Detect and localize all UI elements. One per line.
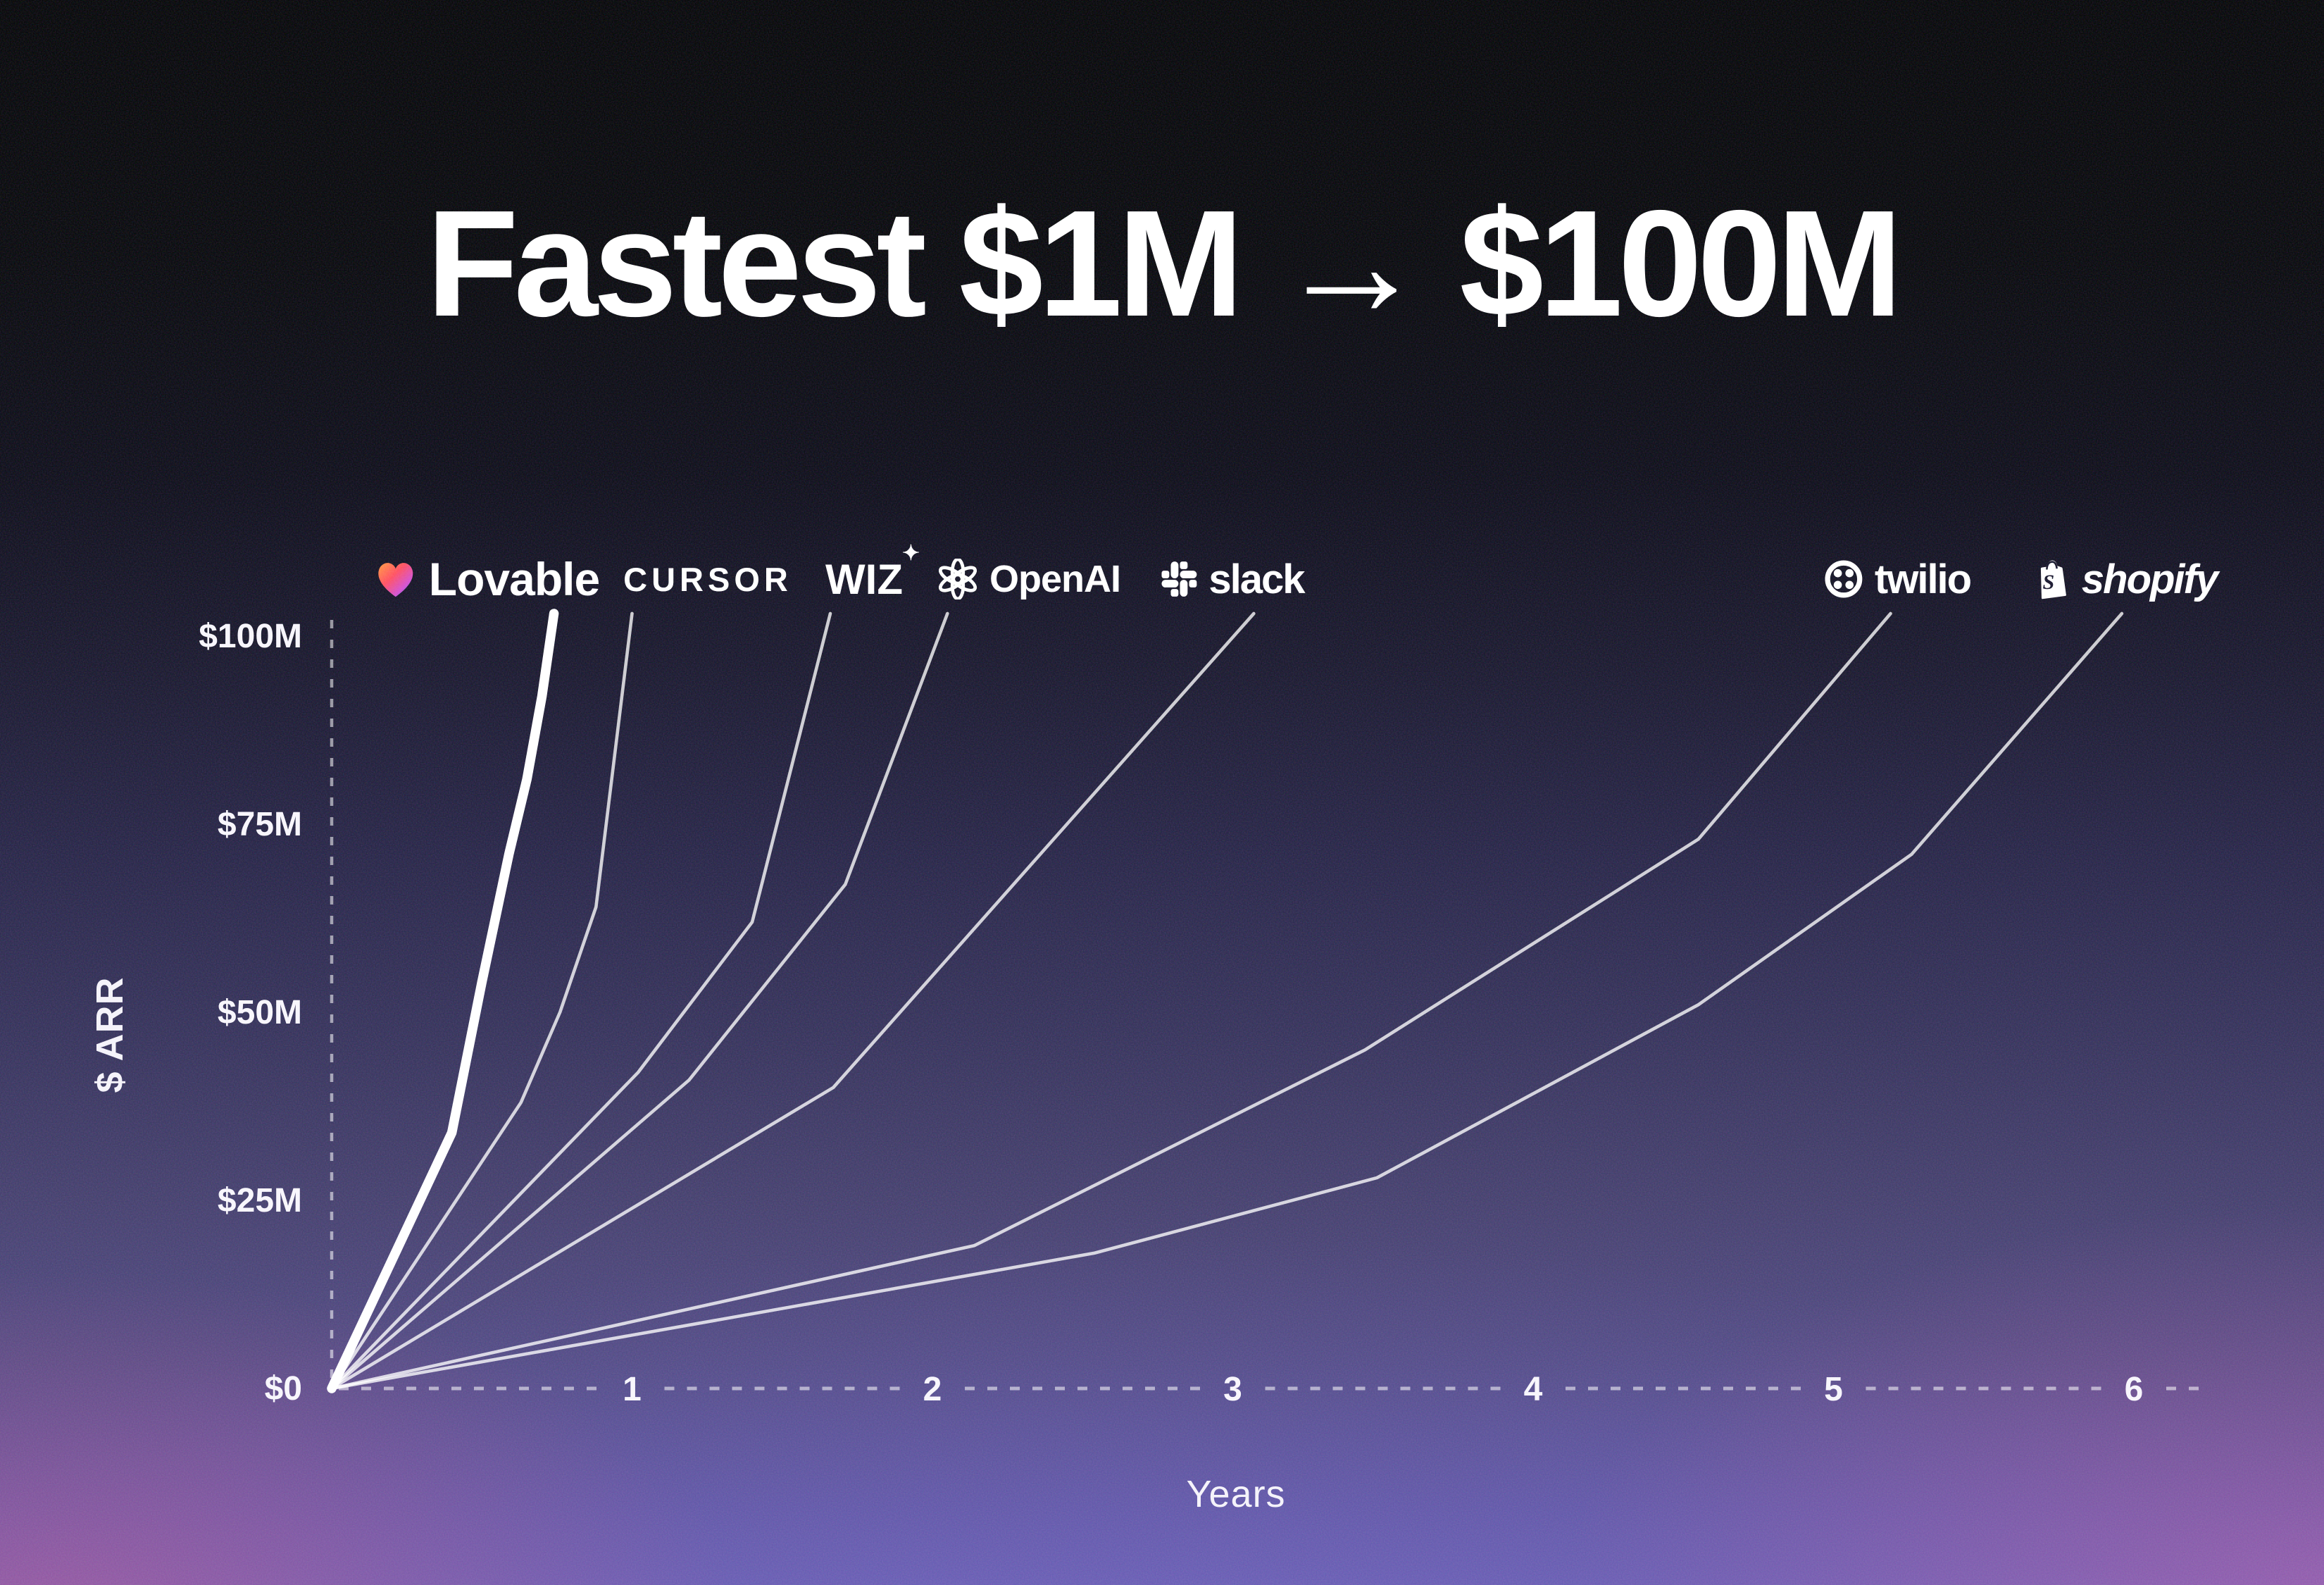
x-tick-label: 4	[1524, 1371, 1543, 1408]
y-tick-label: $25M	[218, 1182, 302, 1219]
x-tick-label: 3	[1223, 1371, 1242, 1408]
x-tick-label: 1	[623, 1371, 642, 1408]
lovable-heart-icon	[378, 563, 413, 597]
shopify-wordmark: shopify	[2081, 556, 2218, 602]
y-tick-label: $75M	[218, 806, 302, 843]
cursor-wordmark: CURSOR	[623, 560, 792, 598]
growth-line-wiz	[330, 611, 832, 1391]
shopify-bag-icon: S	[2040, 560, 2066, 599]
slack-icon	[1161, 561, 1197, 597]
x-tick-label: 6	[2125, 1371, 2144, 1408]
y-tick-label: $100M	[199, 618, 302, 655]
logo-slack: slack	[1161, 551, 1306, 607]
growth-line-slack	[330, 611, 1256, 1391]
twilio-wordmark: twilio	[1874, 556, 1972, 602]
growth-line-shopify	[330, 611, 2124, 1391]
twilio-icon	[1825, 560, 1863, 598]
x-tick-label: 5	[1824, 1371, 1843, 1408]
logo-shopify: S shopify	[2031, 551, 2218, 607]
y-axis-title: $ ARR	[89, 976, 131, 1093]
openai-icon	[938, 559, 977, 599]
logo-twilio: twilio	[1824, 551, 1972, 607]
x-tick-label: 2	[923, 1371, 942, 1408]
y-tick-label: $50M	[218, 994, 302, 1031]
logo-lovable: Lovable	[374, 551, 600, 607]
lovable-wordmark: Lovable	[428, 553, 600, 605]
wiz-star-icon: ✦	[901, 541, 920, 565]
x-axis-title: Years	[1186, 1473, 1286, 1515]
openai-wordmark: OpenAI	[989, 558, 1121, 600]
slack-wordmark: slack	[1208, 556, 1305, 602]
y-tick-label: $0	[265, 1370, 302, 1407]
logo-openai: OpenAI	[937, 551, 1121, 607]
logo-wiz: WIZ ✦	[825, 541, 920, 607]
page-title: Fastest $1M → $100M	[426, 178, 1903, 348]
wiz-wordmark: WIZ ✦	[825, 541, 920, 603]
logo-cursor: CURSOR	[623, 551, 792, 607]
svg-text:S: S	[2043, 571, 2055, 594]
